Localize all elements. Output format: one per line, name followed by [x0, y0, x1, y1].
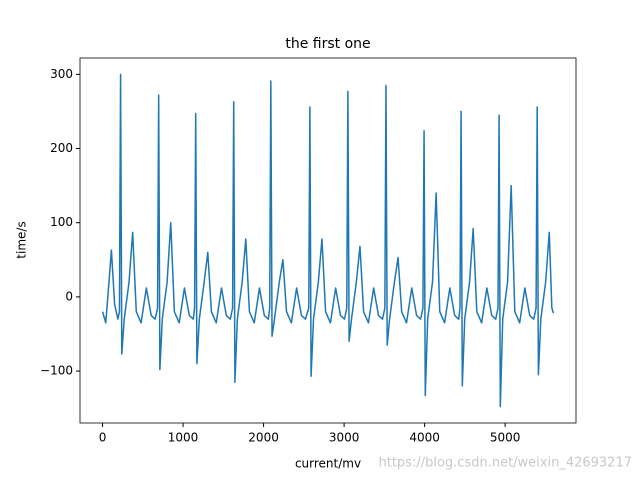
x-axis-label: current/mv	[295, 457, 361, 471]
y-tick-label: 300	[50, 67, 73, 81]
plot-frame	[79, 57, 577, 424]
chart-title: the first one	[285, 36, 370, 52]
x-tick-label: 4000	[409, 431, 440, 445]
x-tick-label: 1000	[168, 431, 199, 445]
x-tick-label: 5000	[490, 431, 521, 445]
y-tick-label: 0	[65, 289, 73, 303]
x-tick-label: 2000	[248, 431, 279, 445]
y-axis-label: time/s	[15, 221, 29, 258]
y-tick-label: 200	[50, 141, 73, 155]
x-tick-label: 3000	[329, 431, 360, 445]
data-line	[101, 73, 555, 408]
x-tick-label: 0	[99, 431, 107, 445]
y-tick-label: −100	[40, 364, 73, 378]
y-tick-label: 100	[50, 215, 73, 229]
watermark: https://blog.csdn.net/weixin_42693217	[378, 456, 632, 471]
